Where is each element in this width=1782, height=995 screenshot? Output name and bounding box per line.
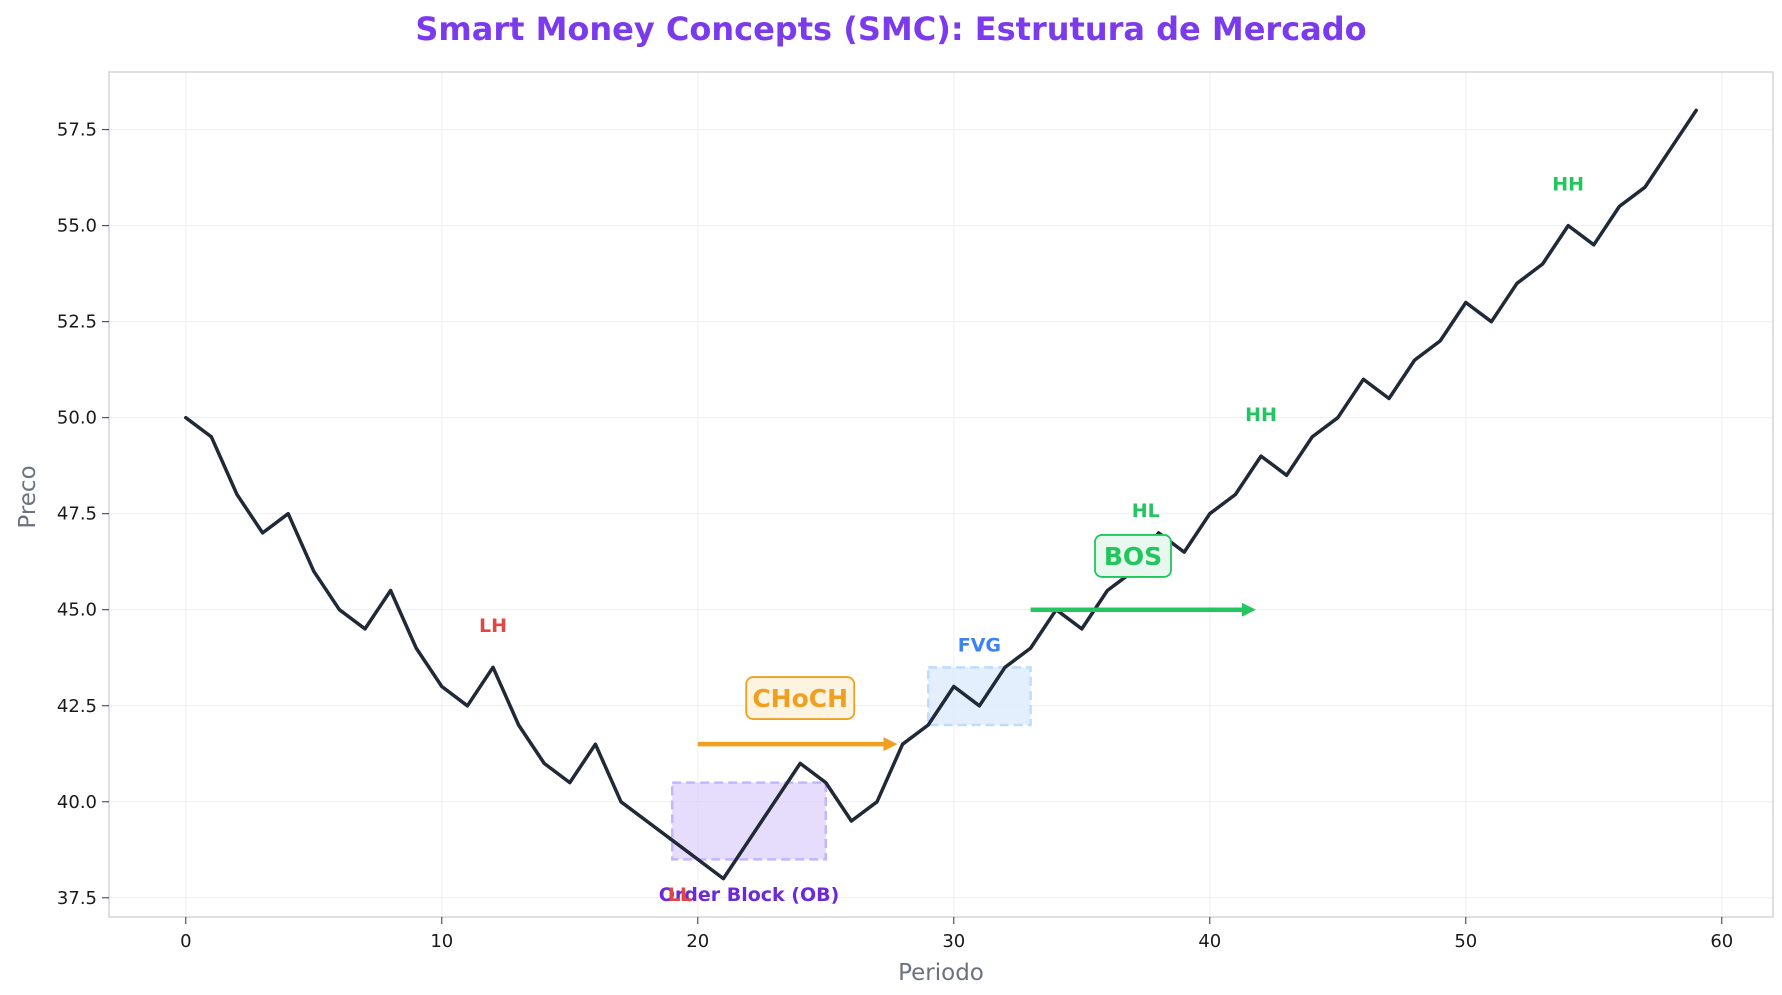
zone-box bbox=[926, 666, 1032, 727]
swing-label: LH bbox=[479, 615, 507, 637]
swing-label: HH bbox=[1245, 404, 1277, 426]
arrow-label-box bbox=[745, 676, 856, 720]
y-tick-label: 40.0 bbox=[57, 792, 97, 813]
swing-label: LL bbox=[668, 884, 692, 906]
swing-label: HL bbox=[1132, 500, 1160, 522]
x-tick-label: 10 bbox=[430, 931, 453, 952]
arrow-head bbox=[1241, 602, 1256, 617]
x-tick-label: 40 bbox=[1198, 931, 1221, 952]
y-tick-label: 37.5 bbox=[57, 888, 97, 909]
y-axis-label: Preco bbox=[15, 465, 41, 528]
zone-label: FVG bbox=[958, 634, 1001, 656]
x-tick-label: 60 bbox=[1710, 931, 1733, 952]
arrow-head bbox=[883, 737, 898, 752]
price-line bbox=[184, 108, 1698, 881]
arrow-label: BOS bbox=[1104, 542, 1162, 571]
grid bbox=[109, 72, 1773, 917]
y-tick-label: 50.0 bbox=[57, 408, 97, 429]
x-axis-label: Periodo bbox=[898, 960, 984, 986]
x-tick-label: 30 bbox=[942, 931, 965, 952]
zones bbox=[670, 666, 1032, 861]
arrow-label-box bbox=[1094, 534, 1172, 578]
price-series bbox=[184, 108, 1698, 881]
x-tick-label: 20 bbox=[686, 931, 709, 952]
zone-box bbox=[670, 781, 828, 861]
y-tick-label: 45.0 bbox=[57, 600, 97, 621]
y-tick-label: 42.5 bbox=[57, 696, 97, 717]
zone-label: Order Block (OB) bbox=[659, 884, 840, 906]
plot-frame bbox=[108, 71, 1774, 918]
annotations: Order Block (OB) FVG LH LL HL HH HH CHoCH BOS bbox=[479, 173, 1584, 906]
x-tick-label: 0 bbox=[180, 931, 191, 952]
chart-title: Smart Money Concepts (SMC): Estrutura de… bbox=[415, 10, 1366, 48]
y-tick-label: 55.0 bbox=[57, 216, 97, 237]
axes: 0 10 20 30 40 50 60 37.5 40.0 42.5 45.0 47.5 50.0 52.… bbox=[57, 120, 1733, 952]
y-tick-label: 52.5 bbox=[57, 312, 97, 333]
y-tick-label: 57.5 bbox=[57, 120, 97, 141]
arrow-label: CHoCH bbox=[752, 684, 848, 713]
y-tick-label: 47.5 bbox=[57, 504, 97, 525]
swing-label: HH bbox=[1552, 173, 1584, 195]
x-tick-label: 50 bbox=[1454, 931, 1477, 952]
